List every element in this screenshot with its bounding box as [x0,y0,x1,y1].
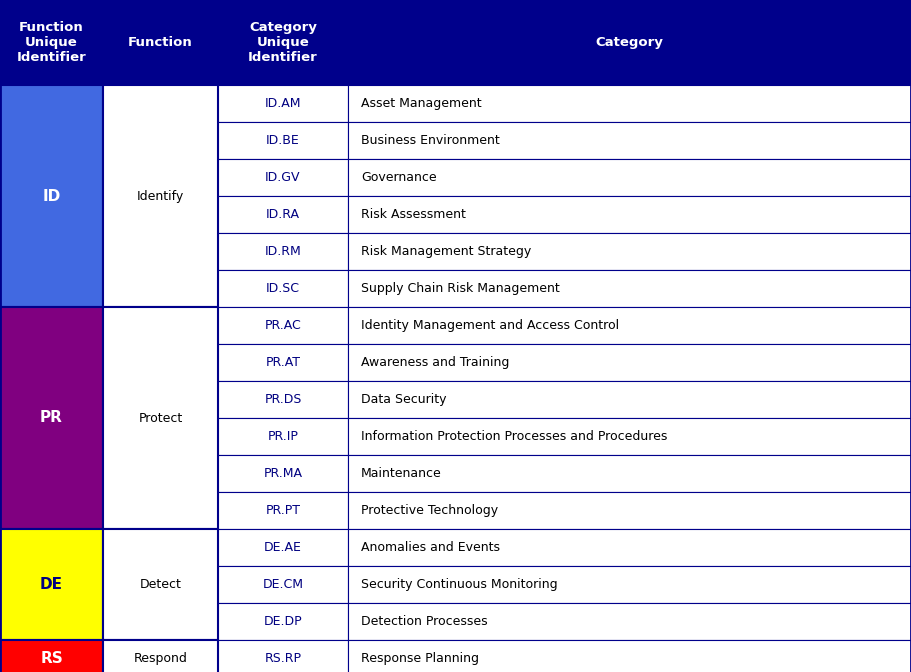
Bar [218,529,348,566]
Bar [348,0,911,85]
Bar [348,159,911,196]
Bar [103,307,218,529]
Text: Respond: Respond [134,652,188,665]
Text: Risk Assessment: Risk Assessment [361,208,466,221]
Bar [348,196,911,233]
Text: ID.AM: ID.AM [265,97,302,110]
Bar [348,270,911,307]
Text: DE.DP: DE.DP [263,615,302,628]
Bar [103,85,218,307]
Text: ID: ID [43,189,61,204]
Text: PR.DS: PR.DS [264,393,302,406]
Bar [103,0,218,85]
Text: Detection Processes: Detection Processes [361,615,487,628]
Text: PR: PR [40,411,63,425]
Text: Identity Management and Access Control: Identity Management and Access Control [361,319,619,332]
Bar [348,418,911,455]
Bar [218,603,348,640]
Text: Protective Technology: Protective Technology [361,504,498,517]
Bar [218,122,348,159]
Text: PR.PT: PR.PT [265,504,301,517]
Bar [218,307,348,344]
Bar [218,418,348,455]
Bar [0,640,103,672]
Text: ID.RM: ID.RM [264,245,302,258]
Bar [348,640,911,672]
Text: Function
Unique
Identifier: Function Unique Identifier [16,21,87,64]
Bar [348,344,911,381]
Text: Business Environment: Business Environment [361,134,499,147]
Bar [218,0,348,85]
Bar [348,492,911,529]
Bar [218,270,348,307]
Bar [348,85,911,122]
Bar [218,85,348,122]
Text: DE.CM: DE.CM [262,578,303,591]
Bar [218,159,348,196]
Bar [218,492,348,529]
Bar [348,566,911,603]
Bar [218,640,348,672]
Text: ID.SC: ID.SC [266,282,300,295]
Text: Category
Unique
Identifier: Category Unique Identifier [248,21,318,64]
Bar [348,455,911,492]
Text: ID.GV: ID.GV [265,171,301,184]
Bar [218,233,348,270]
Text: Anomalies and Events: Anomalies and Events [361,541,500,554]
Bar [348,381,911,418]
Text: DE: DE [40,577,63,592]
Text: Category: Category [596,36,663,49]
Text: ID.BE: ID.BE [266,134,300,147]
Text: DE.AE: DE.AE [264,541,302,554]
Bar [348,307,911,344]
Bar [0,0,103,85]
Text: Maintenance: Maintenance [361,467,442,480]
Bar [218,381,348,418]
Text: Supply Chain Risk Management: Supply Chain Risk Management [361,282,559,295]
Bar [0,307,103,529]
Text: RS.RP: RS.RP [264,652,302,665]
Text: Response Planning: Response Planning [361,652,479,665]
Text: Security Continuous Monitoring: Security Continuous Monitoring [361,578,558,591]
Text: PR.AT: PR.AT [265,356,301,369]
Text: Function: Function [128,36,193,49]
Text: Governance: Governance [361,171,436,184]
Text: Information Protection Processes and Procedures: Information Protection Processes and Pro… [361,430,667,443]
Bar [348,603,911,640]
Text: Risk Management Strategy: Risk Management Strategy [361,245,531,258]
Text: Data Security: Data Security [361,393,446,406]
Text: Awareness and Training: Awareness and Training [361,356,509,369]
Text: PR.IP: PR.IP [268,430,299,443]
Text: PR.AC: PR.AC [264,319,302,332]
Bar [0,529,103,640]
Text: Identify: Identify [137,190,184,202]
Bar [218,196,348,233]
Bar [218,344,348,381]
Text: Detect: Detect [139,578,181,591]
Bar [348,529,911,566]
Text: PR.MA: PR.MA [263,467,302,480]
Bar [348,233,911,270]
Text: ID.RA: ID.RA [266,208,300,221]
Text: Asset Management: Asset Management [361,97,481,110]
Text: Protect: Protect [138,411,182,425]
Bar [0,85,103,307]
Bar [103,640,218,672]
Text: RS: RS [40,651,63,666]
Bar [103,529,218,640]
Bar [218,566,348,603]
Bar [348,122,911,159]
Bar [218,455,348,492]
